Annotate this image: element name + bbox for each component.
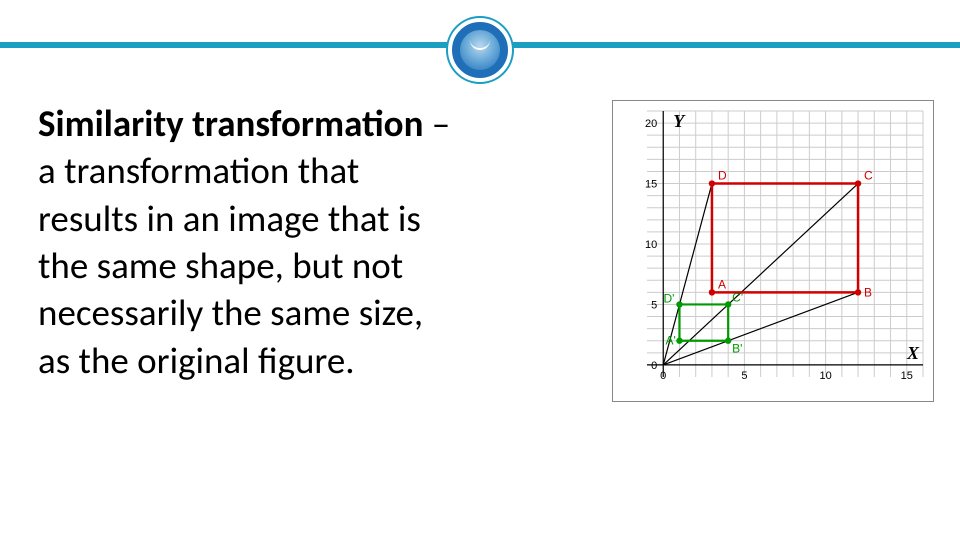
svg-text:X: X <box>906 343 920 363</box>
svg-text:A: A <box>718 277 726 291</box>
svg-text:20: 20 <box>645 118 657 130</box>
svg-text:5: 5 <box>651 299 657 311</box>
svg-text:Y: Y <box>673 111 686 131</box>
body-line-5: as the original figure. <box>38 338 355 383</box>
school-logo <box>448 18 512 82</box>
body-line-4: necessarily the same size, <box>38 290 423 335</box>
term: Similarity transformation <box>38 101 423 146</box>
definition-text: Similarity transformation – a transforma… <box>38 100 598 384</box>
school-logo-inner <box>460 30 500 70</box>
svg-text:10: 10 <box>645 239 657 251</box>
svg-text:10: 10 <box>819 370 831 382</box>
svg-text:B': B' <box>732 342 742 356</box>
svg-text:0: 0 <box>651 360 657 372</box>
svg-text:5: 5 <box>741 370 747 382</box>
svg-text:C': C' <box>732 290 743 304</box>
dash: – <box>423 101 450 146</box>
chart-svg: 0 5 10 15 0 5 10 15 20 X Y A B C D A' B' C' D' <box>613 101 933 401</box>
body-line-2: results in an image that is <box>38 196 421 241</box>
svg-text:B: B <box>864 285 872 299</box>
svg-text:D: D <box>718 169 727 183</box>
svg-text:15: 15 <box>645 179 657 191</box>
svg-text:A': A' <box>665 334 675 348</box>
svg-text:15: 15 <box>901 370 913 382</box>
svg-text:C: C <box>864 169 873 183</box>
svg-text:0: 0 <box>660 370 666 382</box>
body-line-1: a transformation that <box>38 148 359 193</box>
svg-text:D': D' <box>663 291 674 305</box>
body-line-3: the same shape, but not <box>38 243 403 288</box>
similarity-chart: 0 5 10 15 0 5 10 15 20 X Y A B C D A' B' C' D' <box>612 100 934 402</box>
